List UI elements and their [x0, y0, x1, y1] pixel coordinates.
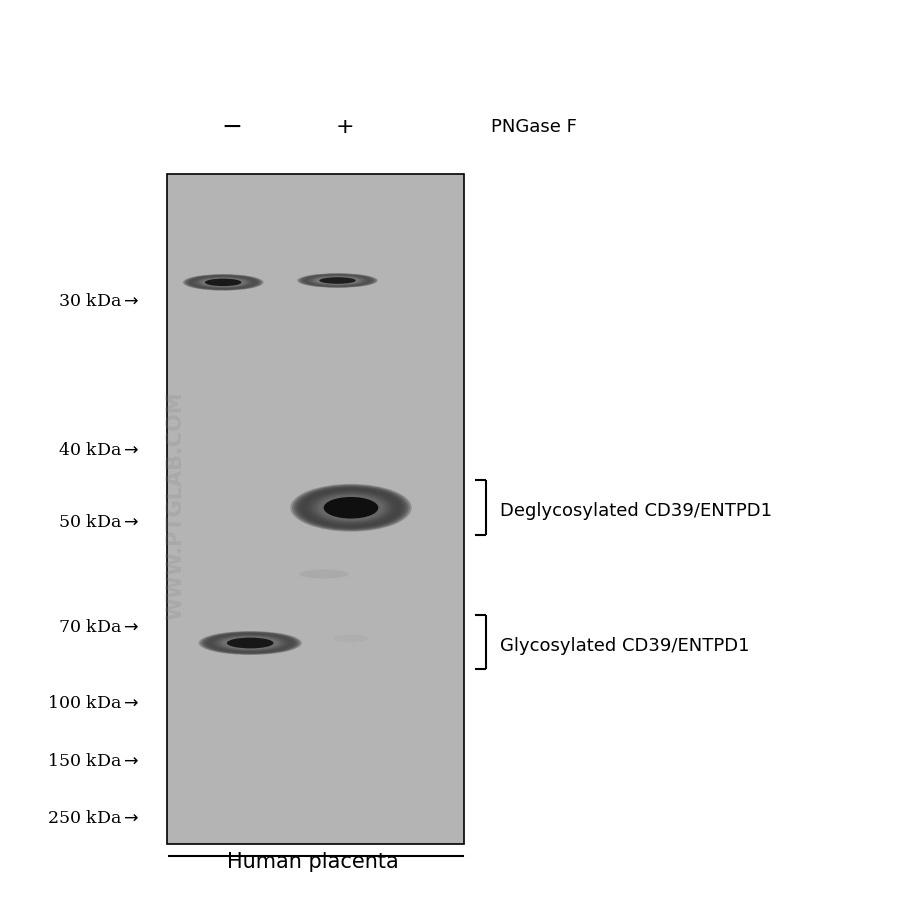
Ellipse shape: [299, 274, 376, 289]
Ellipse shape: [202, 632, 299, 654]
Ellipse shape: [216, 635, 284, 652]
Text: 30 kDa$\rightarrow$: 30 kDa$\rightarrow$: [58, 293, 140, 310]
Ellipse shape: [314, 277, 361, 286]
Text: 50 kDa$\rightarrow$: 50 kDa$\rightarrow$: [58, 514, 140, 530]
Ellipse shape: [200, 278, 247, 288]
Ellipse shape: [227, 638, 274, 649]
Ellipse shape: [214, 635, 286, 652]
Ellipse shape: [314, 494, 388, 523]
Ellipse shape: [310, 277, 365, 286]
Ellipse shape: [191, 277, 256, 289]
Text: 40 kDa$\rightarrow$: 40 kDa$\rightarrow$: [58, 442, 140, 459]
Text: Glycosylated CD39/ENTPD1: Glycosylated CD39/ENTPD1: [500, 636, 749, 654]
Ellipse shape: [197, 278, 249, 289]
Ellipse shape: [298, 274, 377, 289]
Ellipse shape: [304, 490, 398, 527]
Ellipse shape: [320, 278, 356, 285]
Ellipse shape: [193, 277, 254, 289]
Text: PNGase F: PNGase F: [491, 118, 576, 136]
Ellipse shape: [309, 492, 393, 525]
Ellipse shape: [307, 276, 368, 287]
Ellipse shape: [297, 274, 378, 289]
Ellipse shape: [207, 633, 293, 653]
Ellipse shape: [223, 637, 277, 650]
Ellipse shape: [311, 277, 364, 286]
Ellipse shape: [297, 487, 405, 529]
Ellipse shape: [205, 279, 241, 287]
Ellipse shape: [305, 276, 370, 287]
Ellipse shape: [293, 485, 409, 531]
Ellipse shape: [209, 634, 292, 652]
Ellipse shape: [301, 488, 401, 528]
Ellipse shape: [198, 278, 248, 288]
Ellipse shape: [310, 276, 365, 287]
Ellipse shape: [202, 278, 245, 288]
Ellipse shape: [310, 493, 392, 524]
Ellipse shape: [205, 633, 295, 653]
Ellipse shape: [192, 277, 255, 289]
Ellipse shape: [187, 276, 259, 290]
Ellipse shape: [204, 632, 296, 654]
Ellipse shape: [290, 484, 412, 532]
Ellipse shape: [301, 275, 374, 288]
Text: +: +: [336, 117, 354, 137]
Ellipse shape: [184, 275, 263, 291]
Text: WWW.PTGLAB.COM: WWW.PTGLAB.COM: [166, 391, 185, 619]
Ellipse shape: [304, 275, 371, 288]
Ellipse shape: [319, 495, 383, 521]
Bar: [166, 175, 464, 844]
Ellipse shape: [212, 634, 289, 652]
Ellipse shape: [212, 635, 288, 652]
Ellipse shape: [299, 570, 349, 579]
Ellipse shape: [307, 491, 395, 526]
Text: 100 kDa$\rightarrow$: 100 kDa$\rightarrow$: [47, 695, 140, 711]
Ellipse shape: [317, 495, 385, 521]
Ellipse shape: [194, 278, 252, 289]
Ellipse shape: [316, 494, 386, 522]
Ellipse shape: [313, 277, 362, 286]
Ellipse shape: [308, 276, 367, 287]
Ellipse shape: [188, 276, 258, 290]
Ellipse shape: [183, 275, 264, 291]
Ellipse shape: [295, 486, 407, 530]
Ellipse shape: [210, 634, 291, 652]
Text: 70 kDa$\rightarrow$: 70 kDa$\rightarrow$: [58, 618, 140, 635]
Ellipse shape: [220, 636, 281, 651]
Text: Human placenta: Human placenta: [228, 851, 399, 871]
Text: 250 kDa$\rightarrow$: 250 kDa$\rightarrow$: [47, 810, 140, 826]
Ellipse shape: [305, 491, 397, 526]
Text: 150 kDa$\rightarrow$: 150 kDa$\rightarrow$: [47, 753, 140, 769]
Ellipse shape: [200, 631, 301, 655]
Ellipse shape: [221, 637, 279, 650]
Ellipse shape: [202, 632, 298, 654]
Ellipse shape: [324, 497, 378, 519]
Ellipse shape: [302, 489, 400, 528]
Ellipse shape: [315, 278, 360, 285]
Ellipse shape: [185, 276, 261, 290]
Ellipse shape: [306, 276, 369, 287]
Ellipse shape: [199, 631, 302, 655]
Text: Deglycosylated CD39/ENTPD1: Deglycosylated CD39/ENTPD1: [500, 501, 771, 519]
Text: −: −: [221, 115, 243, 139]
Ellipse shape: [316, 278, 359, 285]
Ellipse shape: [219, 636, 282, 651]
Ellipse shape: [302, 275, 373, 288]
Ellipse shape: [333, 635, 369, 642]
Ellipse shape: [189, 276, 257, 290]
Ellipse shape: [292, 485, 410, 531]
Ellipse shape: [195, 278, 251, 289]
Ellipse shape: [312, 493, 390, 524]
Ellipse shape: [196, 278, 250, 289]
Ellipse shape: [217, 636, 284, 651]
Ellipse shape: [299, 488, 403, 528]
Ellipse shape: [186, 276, 260, 290]
Ellipse shape: [201, 278, 246, 288]
Ellipse shape: [302, 275, 373, 288]
